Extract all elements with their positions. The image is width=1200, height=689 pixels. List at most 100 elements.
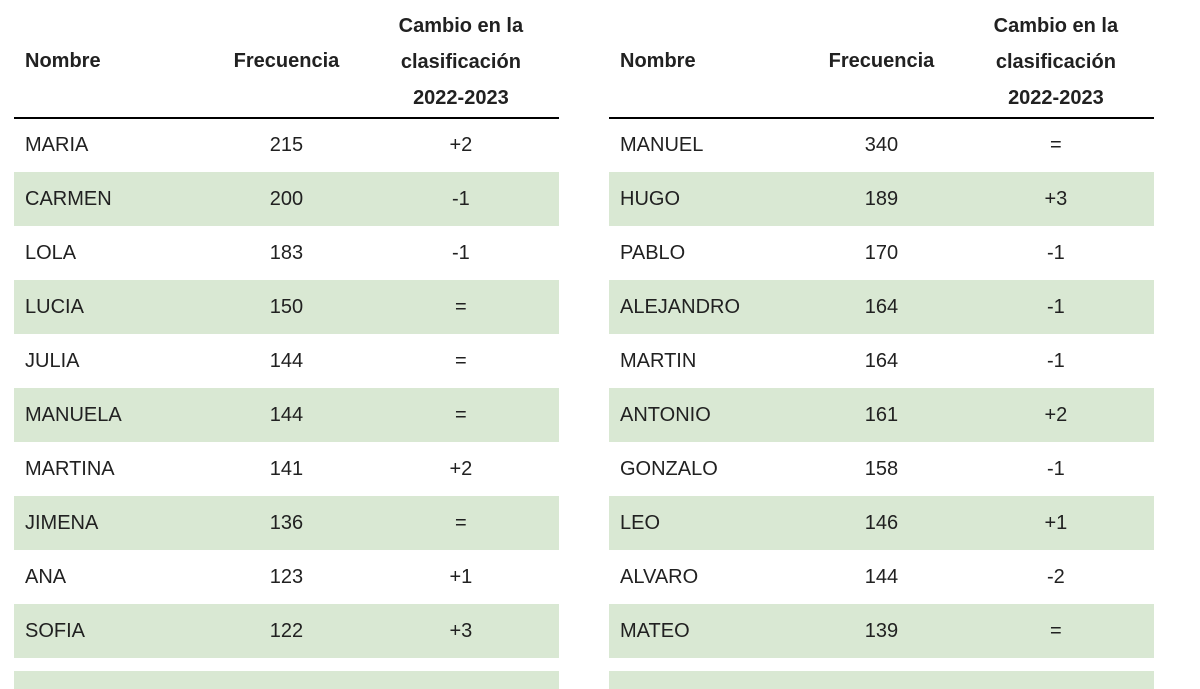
change-cell: +1	[957, 496, 1154, 550]
change-cell: =	[455, 349, 467, 372]
name-cell: MARIA	[25, 134, 89, 156]
name-cell: GONZALO	[620, 457, 718, 480]
change-column-header: Cambio en la clasificación 2022-2023	[957, 6, 1154, 119]
frequency-cell: 139	[805, 604, 958, 658]
change-cell: +1	[449, 565, 473, 588]
change-cell: +3	[362, 604, 559, 658]
name-cell: JULIA	[25, 349, 80, 372]
name-cell: ANTONIO	[609, 388, 806, 442]
table-row: MARTINA 141 +2	[14, 442, 559, 496]
table-row: ALEJANDRO 164 -1	[609, 280, 1154, 334]
name-cell: CARMEN	[14, 172, 211, 226]
change-cell: =	[1050, 134, 1062, 156]
name-cell: LUCIA	[14, 280, 211, 334]
name-column-header: Nombre	[609, 6, 806, 119]
change-header-line-3: 2022-2023	[413, 86, 509, 109]
name-cell: MATEO	[609, 604, 806, 658]
boys-names-table-wrap: Nombre Frecuencia Cambio en la clasifica…	[609, 6, 1154, 689]
name-cell: MANUELA	[14, 388, 211, 442]
name-cell: LOLA	[25, 241, 77, 264]
table-body: MANUEL 340 = HUGO 189 +3 PABLO 170 -1 ALEJANDRO 16…	[609, 118, 1154, 658]
change-cell: -1	[1046, 349, 1065, 372]
table-row: ALVARO 144 -2	[609, 550, 1154, 604]
frequency-cell: 123	[269, 565, 304, 588]
table-row: ANA 123 +1	[14, 550, 559, 604]
frequency-cell: 164	[864, 349, 899, 372]
frequency-cell: 200	[210, 172, 363, 226]
change-cell: =	[362, 280, 559, 334]
name-cell: PABLO	[620, 241, 686, 264]
change-cell: +2	[449, 457, 473, 480]
change-cell: -1	[957, 280, 1154, 334]
frequency-cell: 150	[210, 280, 363, 334]
change-cell: =	[957, 604, 1154, 658]
change-header-line-2: clasificación	[995, 50, 1116, 73]
change-cell: =	[362, 496, 559, 550]
name-cell: ANA	[25, 565, 67, 588]
name-cell: ALEJANDRO	[609, 280, 806, 334]
table-row: PABLO 170 -1	[609, 226, 1154, 280]
table-row: JIMENA 136 =	[14, 496, 559, 550]
name-cell: JIMENA	[14, 496, 211, 550]
frequency-cell: 122	[210, 604, 363, 658]
name-cell: MARTIN	[620, 349, 697, 372]
change-cell: -1	[1046, 457, 1065, 480]
frequency-cell: 340	[864, 134, 899, 156]
name-cell: MARTINA	[25, 457, 115, 480]
change-cell: -1	[1046, 241, 1065, 264]
name-cell: SOFIA	[14, 604, 211, 658]
frequency-cell: 161	[805, 388, 958, 442]
table-row: MANUEL 340 =	[609, 118, 1154, 172]
frequency-cell: 144	[269, 349, 304, 372]
partial-next-row	[609, 671, 1154, 689]
change-cell: -2	[1046, 565, 1065, 588]
table-header: Nombre Frecuencia Cambio en la clasifica…	[14, 6, 559, 119]
table-row: HUGO 189 +3	[609, 172, 1154, 226]
frequency-cell: 141	[269, 457, 304, 480]
table-row: LEO 146 +1	[609, 496, 1154, 550]
table-row: MATEO 139 =	[609, 604, 1154, 658]
girls-names-table: Nombre Frecuencia Cambio en la clasifica…	[14, 6, 559, 658]
partial-next-row	[14, 671, 559, 689]
change-cell: +2	[449, 134, 473, 156]
table-row: JULIA 144 =	[14, 334, 559, 388]
table-header: Nombre Frecuencia Cambio en la clasifica…	[609, 6, 1154, 119]
frequency-cell: 189	[805, 172, 958, 226]
frequency-cell: 144	[864, 565, 899, 588]
change-cell: -1	[362, 172, 559, 226]
girls-names-table-wrap: Nombre Frecuencia Cambio en la clasifica…	[14, 6, 559, 689]
table-row: LOLA 183 -1	[14, 226, 559, 280]
name-cell: ALVARO	[620, 565, 699, 588]
frequency-cell: 164	[805, 280, 958, 334]
table-row: SOFIA 122 +3	[14, 604, 559, 658]
change-header-line-1: Cambio en la	[398, 14, 524, 37]
table-body: MARIA 215 +2 CARMEN 200 -1 LOLA 183 -1 LUCIA 150 = J…	[14, 118, 559, 658]
frequency-column-header: Frecuencia	[210, 6, 363, 119]
name-cell: LEO	[609, 496, 806, 550]
change-column-header: Cambio en la clasificación 2022-2023	[362, 6, 559, 119]
frequency-cell: 158	[864, 457, 899, 480]
table-row: MANUELA 144 =	[14, 388, 559, 442]
change-header-line-1: Cambio en la	[993, 14, 1119, 37]
name-column-header: Nombre	[14, 6, 211, 119]
table-row: CARMEN 200 -1	[14, 172, 559, 226]
name-cell: MANUEL	[620, 134, 704, 156]
change-cell: +3	[957, 172, 1154, 226]
frequency-cell: 146	[805, 496, 958, 550]
change-cell: -1	[451, 241, 470, 264]
frequency-cell: 136	[210, 496, 363, 550]
frequency-cell: 215	[269, 134, 304, 156]
change-cell: +2	[957, 388, 1154, 442]
frequency-cell: 144	[210, 388, 363, 442]
name-cell: HUGO	[609, 172, 806, 226]
frequency-column-header: Frecuencia	[805, 6, 958, 119]
table-row: LUCIA 150 =	[14, 280, 559, 334]
frequency-cell: 183	[269, 241, 304, 264]
change-header-line-2: clasificación	[400, 50, 521, 73]
table-row: MARTIN 164 -1	[609, 334, 1154, 388]
frequency-cell: 170	[864, 241, 899, 264]
change-cell: =	[362, 388, 559, 442]
change-header-line-3: 2022-2023	[1008, 86, 1104, 109]
boys-names-table: Nombre Frecuencia Cambio en la clasifica…	[609, 6, 1154, 658]
